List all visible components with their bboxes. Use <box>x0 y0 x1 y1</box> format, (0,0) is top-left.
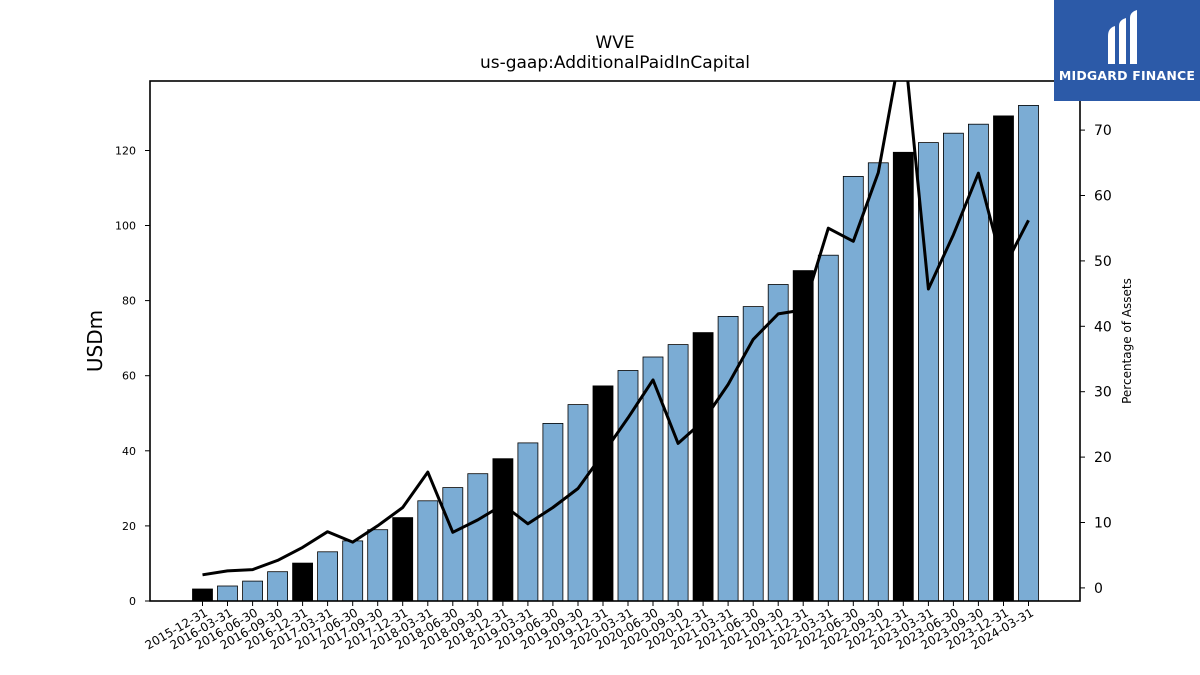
y2-tick-label: 30 <box>1094 385 1112 401</box>
brand-mark-icon <box>1108 10 1137 64</box>
y-axis-label: USDm <box>83 310 107 372</box>
y-axis-left: 0 20 40 60 80 100 120 <box>115 145 150 608</box>
bar <box>267 571 289 602</box>
brand-logo: MIDGARD FINANCE <box>1054 0 1200 101</box>
bar <box>792 270 814 602</box>
bar <box>342 540 364 602</box>
bar <box>892 151 914 602</box>
y2-tick-label: 40 <box>1094 319 1112 335</box>
y2-tick-label: 20 <box>1094 450 1112 466</box>
bar <box>867 162 889 602</box>
y2-tick-label: 70 <box>1094 123 1112 139</box>
series-line <box>202 81 1030 577</box>
y-axis-right: 0 10 20 30 40 50 60 70 <box>1080 123 1112 597</box>
bar <box>767 284 789 602</box>
y-tick-label: 80 <box>122 295 136 308</box>
bar <box>442 487 464 602</box>
plot-frame <box>149 80 1081 602</box>
bar <box>667 344 689 602</box>
bar <box>592 385 614 602</box>
bar <box>567 404 589 602</box>
y-tick-label: 60 <box>122 370 136 383</box>
bar <box>367 529 389 602</box>
x-axis: 2015-12-312016-03-312016-06-302016-09-30… <box>143 601 1036 652</box>
y2-tick-label: 0 <box>1094 581 1103 597</box>
bar <box>417 500 439 602</box>
chart-subtitle: us-gaap:AdditionalPaidInCapital <box>480 53 750 73</box>
bar <box>492 458 514 602</box>
y-tick-label: 120 <box>115 145 136 158</box>
y2-tick-label: 10 <box>1094 516 1112 532</box>
bar <box>217 585 238 602</box>
brand-name: MIDGARD FINANCE <box>1058 68 1196 83</box>
y2-axis-label: Percentage of Assets <box>1120 278 1134 404</box>
y-tick-label: 20 <box>122 520 136 533</box>
bar <box>692 332 714 602</box>
line-group <box>202 81 1030 577</box>
y2-tick-label: 60 <box>1094 189 1112 205</box>
y-tick-label: 100 <box>115 220 136 233</box>
chart-title: WVE <box>595 33 634 53</box>
bar <box>292 562 314 602</box>
y-tick-label: 40 <box>122 445 136 458</box>
bar <box>467 473 489 602</box>
bar <box>192 588 213 602</box>
y2-tick-label: 50 <box>1094 254 1112 270</box>
y-tick-label: 0 <box>129 595 136 608</box>
bar <box>717 315 739 602</box>
bar-group <box>192 105 1039 602</box>
bar <box>317 551 339 602</box>
bar <box>1018 105 1039 602</box>
bar <box>817 254 839 602</box>
bar <box>943 132 964 602</box>
bar <box>993 115 1014 602</box>
bar <box>242 580 264 602</box>
bar <box>392 517 414 602</box>
